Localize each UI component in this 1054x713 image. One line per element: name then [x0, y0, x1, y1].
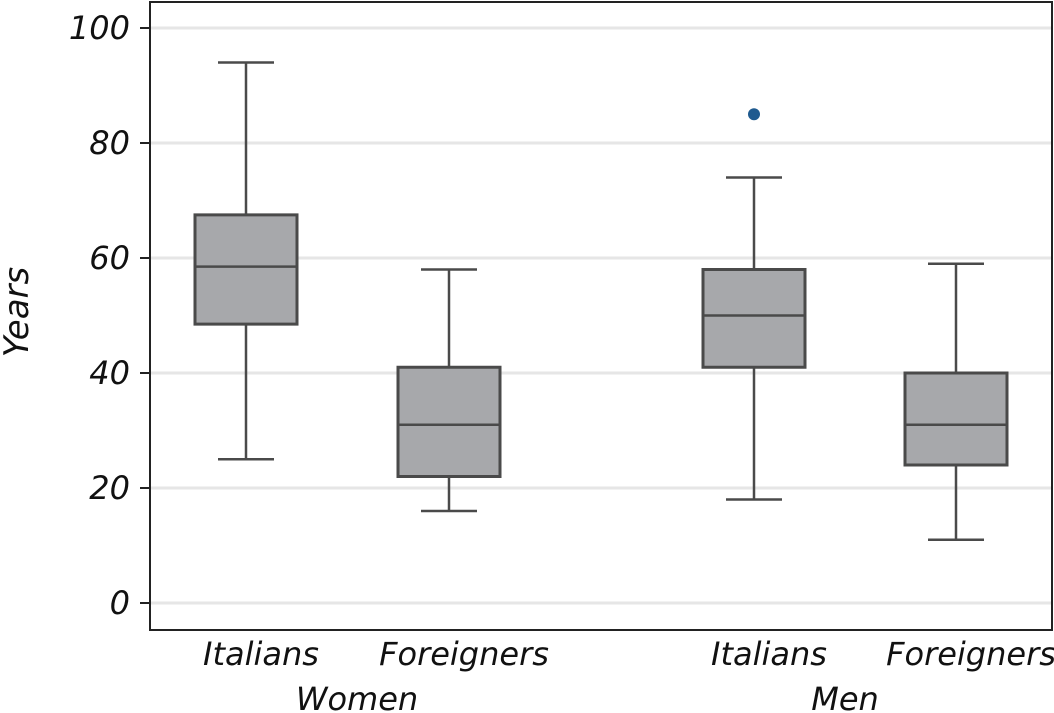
y-ticks: 0 20 40 60 80 100 [69, 9, 150, 622]
group-label-women: Women [296, 680, 418, 713]
plot-frame [149, 1, 1053, 631]
box-men-italians [701, 268, 807, 369]
y-tick-label-80: 80 [89, 124, 130, 162]
x-labels: Italians Foreigners Women Italians Foreigner… [203, 635, 1054, 713]
category-label-women-italians: Italians [203, 635, 319, 673]
box-men-foreigners [903, 371, 1009, 467]
category-label-men-foreigners: Foreigners [886, 635, 1054, 673]
y-tick-label-40: 40 [89, 354, 130, 392]
y-axis-label: Years [0, 267, 37, 357]
y-tick-label-100: 100 [69, 9, 130, 47]
y-tick-label-20: 20 [89, 469, 130, 507]
box-women-italians [193, 213, 299, 326]
outlier-point-men-italians-0 [748, 108, 760, 121]
grid-lines [150, 26, 1052, 605]
category-label-women-foreigners: Foreigners [379, 635, 549, 673]
box-women-foreigners [396, 365, 502, 478]
box-layer [193, 61, 1009, 541]
y-tick-label-0: 0 [110, 584, 130, 622]
category-label-men-italians: Italians [711, 635, 827, 673]
y-tick-label-60: 60 [89, 239, 130, 277]
group-label-men: Men [811, 680, 879, 713]
